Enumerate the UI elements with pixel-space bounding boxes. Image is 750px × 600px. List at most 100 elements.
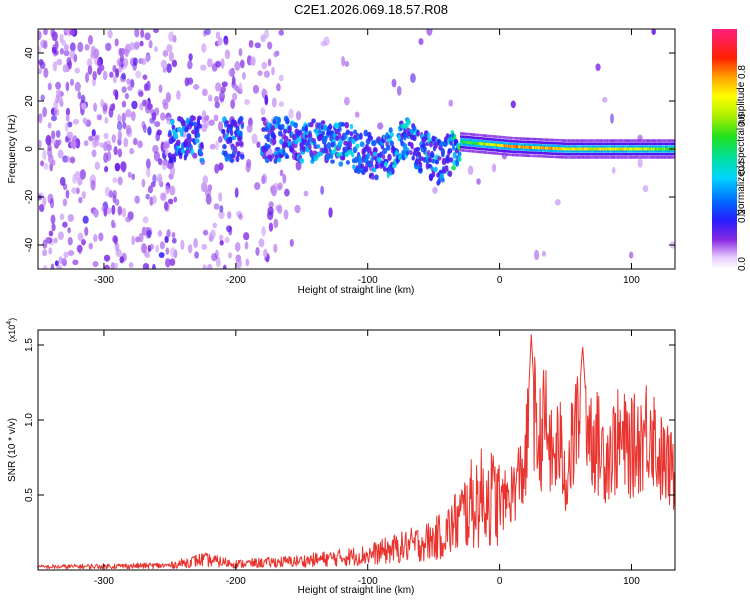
heatmap-halo-cell <box>527 148 529 151</box>
heatmap-halo-cell <box>575 139 577 142</box>
heatmap-cell <box>218 162 224 171</box>
heatmap-halo-cell <box>574 150 576 153</box>
heatmap-cell <box>145 158 151 169</box>
heatmap-halo-cell <box>553 155 555 159</box>
heatmap-halo-cell <box>524 151 526 154</box>
heatmap-cell <box>217 37 223 46</box>
heatmap-halo-cell <box>611 156 613 159</box>
heatmap-core-cell <box>504 144 506 148</box>
heatmap-cell <box>215 140 219 151</box>
heatmap-halo-cell <box>585 152 587 156</box>
heatmap-halo-cell <box>538 154 540 158</box>
heatmap-signal-cell <box>349 131 354 137</box>
heatmap-halo-cell <box>629 150 632 153</box>
heatmap-halo-cell <box>559 149 561 153</box>
heatmap-halo-cell <box>605 152 608 156</box>
heatmap-cell <box>162 66 167 73</box>
heatmap-halo-cell <box>673 139 675 142</box>
heatmap-halo-cell <box>495 141 497 144</box>
colorbar-label: Normalized spectral amplitude <box>736 81 747 216</box>
heatmap-core-cell <box>566 147 568 151</box>
heatmap-halo-cell <box>655 139 657 142</box>
heatmap-signal-cell <box>337 126 342 132</box>
heatmap-signal-cell <box>359 141 365 148</box>
heatmap-signal-cell <box>427 157 432 163</box>
heatmap-cell <box>212 222 217 229</box>
heatmap-halo-cell <box>467 135 469 139</box>
heatmap-halo-cell <box>475 147 477 150</box>
snr-multiplier-close: ) <box>7 318 17 321</box>
heatmap-halo-cell <box>483 137 485 140</box>
heatmap-halo-cell <box>553 144 555 148</box>
heatmap-halo-cell <box>637 142 639 146</box>
heatmap-core-cell <box>600 147 602 151</box>
heatmap-halo-cell <box>626 145 628 148</box>
heatmap-signal-cell <box>409 149 413 156</box>
heatmap-halo-cell <box>497 149 500 152</box>
heatmap-core-cell <box>580 147 582 151</box>
heatmap-halo-cell <box>618 150 621 153</box>
heatmap-halo-cell <box>523 148 525 151</box>
heatmap-core-cell <box>486 142 489 146</box>
heatmap-halo-cell <box>478 147 480 151</box>
heatmap-cell <box>246 124 253 133</box>
heatmap-halo-cell <box>503 146 505 150</box>
heatmap-cell <box>77 232 84 242</box>
heatmap-halo-cell <box>588 150 590 153</box>
heatmap-halo-cell <box>473 136 476 140</box>
heatmap-cell <box>154 46 158 53</box>
heatmap-core-cell <box>630 147 633 151</box>
heatmap-halo-cell <box>612 139 614 142</box>
heatmap-cell <box>75 138 81 149</box>
heatmap-halo-cell <box>640 152 643 156</box>
heatmap-halo-cell <box>591 145 593 148</box>
heatmap-halo-cell <box>609 145 611 148</box>
heatmap-cell <box>139 40 144 47</box>
heatmap-signal-cell <box>354 156 359 164</box>
heatmap-halo-cell <box>490 145 492 149</box>
heatmap-cell <box>157 176 163 184</box>
heatmap-halo-cell <box>624 156 626 159</box>
heatmap-halo-cell <box>492 138 494 141</box>
heatmap-signal-cell <box>282 148 286 155</box>
heatmap-cell <box>245 258 250 267</box>
heatmap-cell <box>235 85 240 93</box>
heatmap-halo-cell <box>598 139 600 142</box>
heatmap-halo-cell <box>488 148 490 151</box>
heatmap-halo-cell <box>483 147 485 151</box>
heatmap-cell <box>328 207 333 218</box>
heatmap-cell <box>354 111 360 118</box>
heatmap-halo-cell <box>615 156 617 159</box>
heatmap-core-cell <box>628 147 630 151</box>
heatmap-halo-cell <box>556 138 558 142</box>
heatmap-cell <box>67 249 75 257</box>
heatmap-cell <box>165 185 170 195</box>
heatmap-halo-cell <box>481 140 483 143</box>
heatmap-signal-cell <box>382 166 387 172</box>
heatmap-halo-cell <box>643 145 645 148</box>
heatmap-halo-cell <box>664 145 667 148</box>
heatmap-halo-cell <box>593 142 596 146</box>
heatmap-halo-cell <box>621 150 623 153</box>
heatmap-cell <box>235 254 242 262</box>
heatmap-signal-cell <box>349 123 354 130</box>
heatmap-cell <box>223 38 229 46</box>
snr-y-ticks: 0.51.01.5 <box>24 338 675 502</box>
heatmap-cell <box>213 114 219 122</box>
heatmap-cell <box>96 59 101 67</box>
heatmap-cell <box>263 248 268 258</box>
heatmap-cell <box>63 29 70 33</box>
heatmap-halo-cell <box>538 151 540 155</box>
heatmap-halo-cell <box>530 148 532 152</box>
heatmap-cell <box>69 156 76 164</box>
heatmap-halo-cell <box>570 145 573 148</box>
heatmap-signal-cell <box>240 153 245 160</box>
heatmap-halo-cell <box>594 150 597 153</box>
heatmap-halo-cell <box>525 137 527 141</box>
heatmap-halo-cell <box>640 150 642 153</box>
heatmap-halo-cell <box>651 142 653 146</box>
heatmap-core-cell <box>539 146 541 150</box>
heatmap-halo-cell <box>537 151 539 155</box>
heatmap-halo-cell <box>620 139 622 142</box>
heatmap-halo-cell <box>487 148 489 151</box>
